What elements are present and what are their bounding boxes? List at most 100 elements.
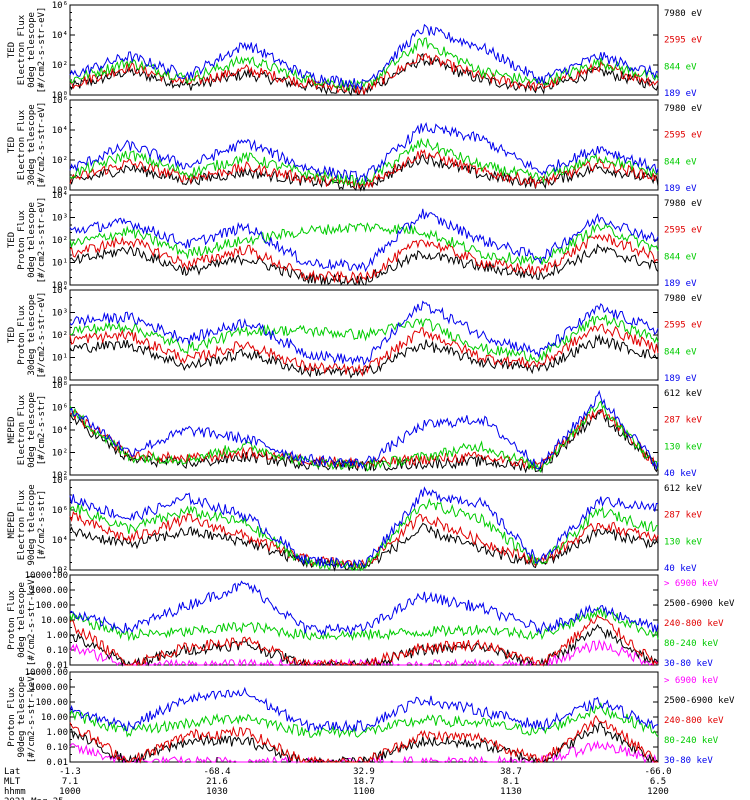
y-axis-label: [#/cm2-s-str-eV] <box>37 292 47 379</box>
xtick-mlt: 6.5 <box>650 777 666 787</box>
legend-entry: 2595 eV <box>664 226 703 236</box>
xtick-mlt: 8.1 <box>503 777 519 787</box>
xtick-lat: -1.3 <box>59 767 81 777</box>
y-axis-label: 0deg telescope <box>27 202 37 278</box>
ytick-label: 0.01 <box>46 661 68 671</box>
legend-entry: 40 keV <box>664 469 697 479</box>
x-row-label: 2021 Mar 25 <box>4 797 64 800</box>
panel-frame-5 <box>69 479 659 571</box>
legend-entry: 844 eV <box>664 347 697 357</box>
y-axis-label: Proton Flux <box>7 687 17 747</box>
ytick-label: 1.00 <box>46 728 68 738</box>
legend-entry: 7980 eV <box>664 199 703 209</box>
legend-entry: 189 eV <box>664 279 697 289</box>
legend-entry: 30-80 keV <box>664 659 713 669</box>
series-line-7-3 <box>69 701 659 739</box>
legend-entry: 2500-6900 keV <box>664 696 735 706</box>
legend-entry: 30-80 keV <box>664 756 713 766</box>
ytick-label: 10⁸ <box>52 476 68 486</box>
y-axis-label: TED <box>7 232 17 248</box>
xtick-lat: -66.0 <box>644 767 671 777</box>
series-line-7-4 <box>69 686 659 733</box>
legend-entry: 240-800 keV <box>664 619 724 629</box>
ytick-label: 10⁶ <box>52 96 68 106</box>
legend-entry: 2500-6900 keV <box>664 599 735 609</box>
legend-entry: 130 keV <box>664 537 703 547</box>
legend-entry: 612 keV <box>664 389 703 399</box>
series-line-4-3 <box>69 389 659 470</box>
series-line-4-2 <box>69 400 659 473</box>
y-axis-label: [#/cm2-s-str-keV] <box>27 671 37 763</box>
ytick-label: 10⁴ <box>52 426 68 436</box>
y-axis-label: 30deg telescope <box>27 294 37 375</box>
series-line-1-3 <box>69 121 659 184</box>
legend-entry: 130 keV <box>664 442 703 452</box>
ytick-label: 10⁶ <box>52 506 68 516</box>
series-line-2-3 <box>69 208 659 273</box>
ytick-label: 100.00 <box>35 601 68 611</box>
ytick-label: 10.00 <box>41 713 68 723</box>
xtick-hhmm: 1100 <box>353 787 375 797</box>
ytick-label: 10⁰ <box>52 376 68 386</box>
y-axis-label: 0deg telescope <box>27 392 37 468</box>
legend-entry: 2595 eV <box>664 36 703 46</box>
series-line-5-1 <box>69 511 659 569</box>
y-axis-label: Electron Flux <box>17 109 27 180</box>
ytick-label: 100.00 <box>35 698 68 708</box>
legend-entry: 2595 eV <box>664 131 703 141</box>
xtick-lat: 38.7 <box>500 767 522 777</box>
xtick-hhmm: 1000 <box>59 787 81 797</box>
legend-entry: 844 eV <box>664 62 697 72</box>
series-line-7-1 <box>69 721 659 764</box>
y-axis-label: Electron Flux <box>17 489 27 560</box>
y-axis-label: 0deg telescope <box>27 12 37 88</box>
ytick-label: 10⁸ <box>52 381 68 391</box>
x-row-label: MLT <box>4 777 21 787</box>
ytick-label: 10⁴ <box>52 191 68 201</box>
ytick-label: 10⁰ <box>52 91 68 101</box>
ytick-label: 10⁴ <box>52 126 68 136</box>
y-axis-label: 90deg telescope <box>17 676 27 757</box>
ytick-label: 1000.00 <box>30 586 68 596</box>
ytick-label: 10⁴ <box>52 536 68 546</box>
ytick-label: 10² <box>52 449 68 459</box>
y-axis-label: 90deg telescope <box>27 484 37 565</box>
series-line-0-1 <box>69 52 659 95</box>
y-axis-label: MEPED <box>7 511 17 538</box>
legend-entry: 7980 eV <box>664 294 703 304</box>
ytick-label: 10000.00 <box>25 668 68 678</box>
ytick-label: 0.10 <box>46 646 68 656</box>
legend-entry: 80-240 keV <box>664 736 719 746</box>
ytick-label: 10³ <box>52 214 68 224</box>
series-line-0-2 <box>69 37 659 91</box>
legend-entry: 189 eV <box>664 89 697 99</box>
ytick-label: 10⁴ <box>52 31 68 41</box>
legend-entry: 287 keV <box>664 416 703 426</box>
legend-entry: 844 eV <box>664 252 697 262</box>
ytick-label: 10² <box>52 156 68 166</box>
xtick-lat: 32.9 <box>353 767 375 777</box>
panel-frame-0 <box>69 4 659 96</box>
ytick-label: 1000.00 <box>30 683 68 693</box>
y-axis-label: [#/cm2-s-str] <box>37 490 47 560</box>
series-line-3-0 <box>69 333 659 379</box>
y-axis-label: TED <box>7 327 17 343</box>
series-line-3-2 <box>69 314 659 363</box>
legend-entry: > 6900 keV <box>664 676 719 686</box>
ytick-label: 10.00 <box>41 616 68 626</box>
xtick-lat: -68.4 <box>203 767 230 777</box>
y-axis-label: 30deg telescope <box>27 104 37 185</box>
y-axis-label: [#/cm2-s-str] <box>37 395 47 465</box>
legend-entry: 7980 eV <box>664 104 703 114</box>
series-line-6-1 <box>69 623 659 667</box>
legend-entry: 844 eV <box>664 157 697 167</box>
xtick-mlt: 18.7 <box>353 777 375 787</box>
y-axis-label: Proton Flux <box>17 210 27 270</box>
y-axis-label: [#/cm2-s-str-eV] <box>37 102 47 189</box>
legend-entry: 80-240 keV <box>664 639 719 649</box>
legend-entry: 287 keV <box>664 511 703 521</box>
x-row-label: Lat <box>4 767 20 777</box>
ytick-label: 10⁶ <box>52 1 68 11</box>
legend-entry: 189 eV <box>664 374 697 384</box>
